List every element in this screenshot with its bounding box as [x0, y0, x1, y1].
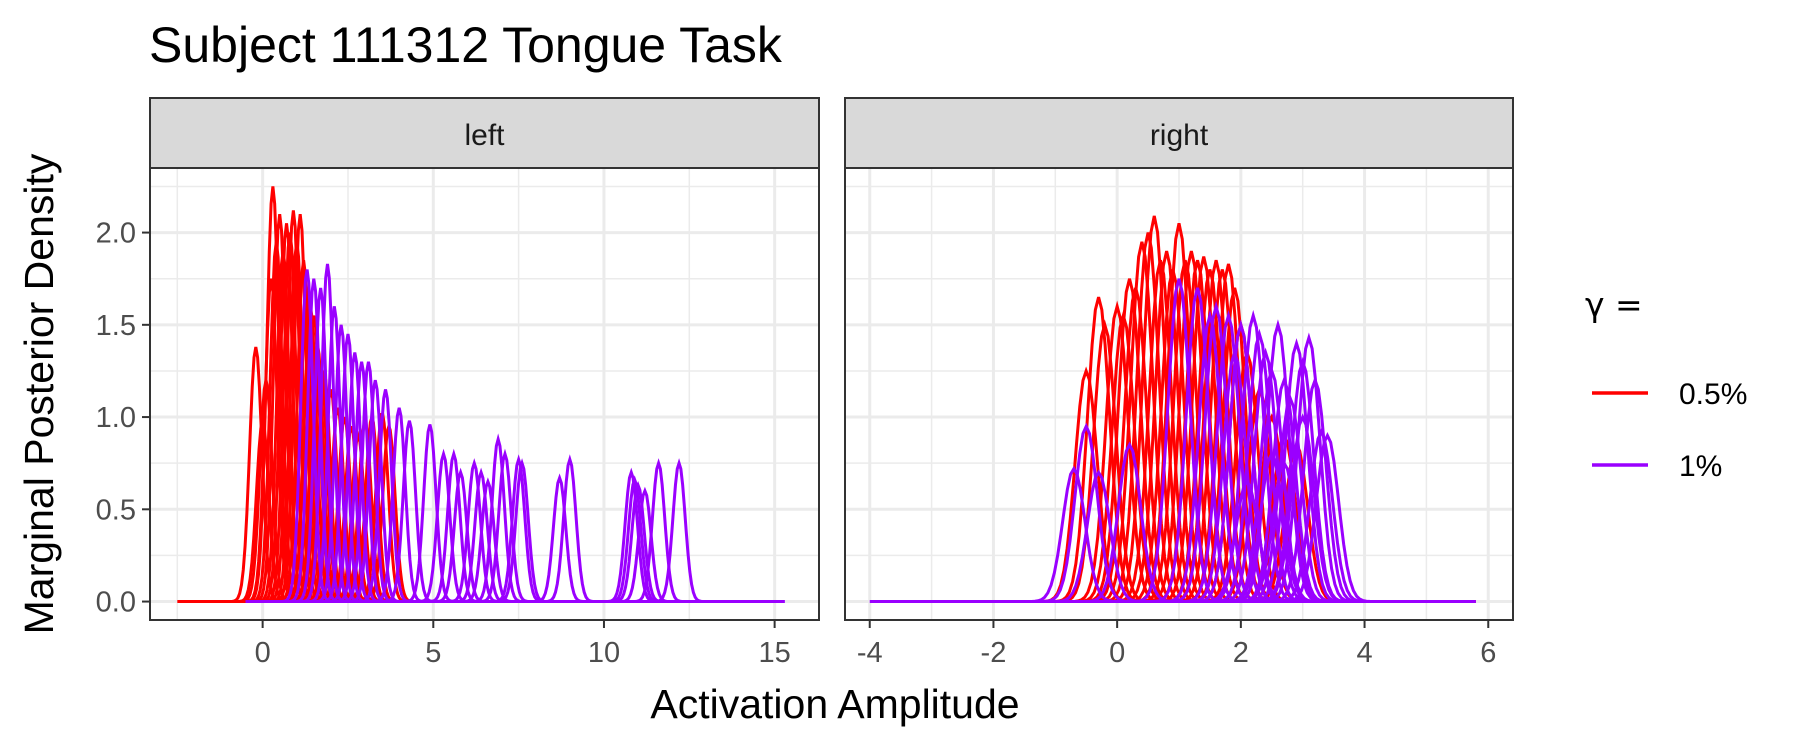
legend-title: γ =: [1585, 285, 1643, 324]
y-tick-label: 1.5: [96, 310, 136, 342]
y-tick-label: 0.0: [96, 587, 136, 619]
y-tick-label: 1.0: [96, 402, 136, 434]
legend: γ = 0.5% 1%: [1585, 285, 1747, 483]
y-tick-label: 2.0: [96, 218, 136, 250]
x-tick-label: -2: [981, 637, 1007, 669]
y-axis-title: Marginal Posterior Density: [16, 153, 62, 634]
facet-strip-label: left: [464, 119, 505, 152]
x-tick-label: 15: [758, 637, 790, 669]
x-tick-label: -4: [857, 637, 883, 669]
x-tick-label: 10: [588, 637, 620, 669]
facet-panel-right: right -4 -2 0 2 4 6: [844, 97, 1514, 669]
chart-title: Subject 111312 Tongue Task: [149, 17, 783, 73]
facet-strip-label: right: [1150, 119, 1209, 152]
x-tick-label: 0: [255, 637, 271, 669]
x-tick-label: 6: [1480, 637, 1496, 669]
facet-strip: [844, 97, 1514, 169]
series-1%: [245, 263, 785, 604]
x-tick-label: 5: [425, 637, 441, 669]
x-tick-label: 4: [1356, 637, 1372, 669]
facet-strip: [149, 97, 820, 169]
x-tick-label: 0: [1109, 637, 1125, 669]
legend-label: 0.5%: [1679, 378, 1747, 411]
series-1%: [869, 278, 1476, 604]
y-tick-label: 0.5: [96, 494, 136, 526]
legend-entry-1: 0.5%: [1592, 378, 1747, 411]
x-axis-title: Activation Amplitude: [650, 681, 1019, 727]
x-tick-label: 2: [1233, 637, 1249, 669]
facet-panel-left: left 0 5 10 15 0.0 0.5 1.0 1.5 2.0: [96, 97, 820, 669]
legend-label: 1%: [1679, 450, 1722, 483]
facet-panels: left 0 5 10 15 0.0 0.5 1.0 1.5 2.0 right -4 -2 0 2 4 6: [96, 97, 1514, 669]
legend-entry-2: 1%: [1592, 450, 1722, 483]
